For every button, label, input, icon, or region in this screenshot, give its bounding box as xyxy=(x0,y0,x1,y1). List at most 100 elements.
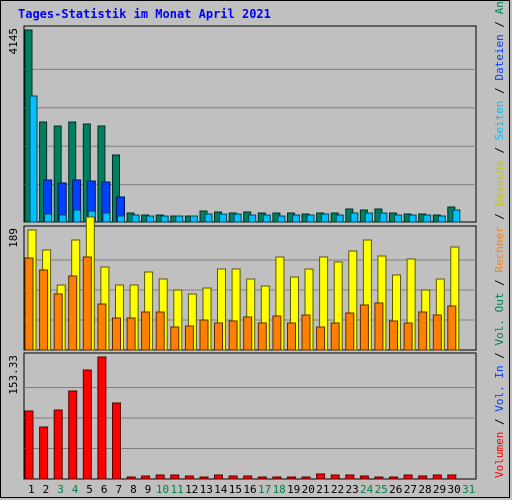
legend-entry-rechner: Rechner xyxy=(493,226,506,273)
bar-rechner-day-2 xyxy=(39,269,49,351)
bar-dateien-day-22 xyxy=(335,214,344,223)
bar-rechner-day-7 xyxy=(112,317,121,351)
legend-entry-besuche: Besuche xyxy=(493,160,506,206)
bar-volumen-day-15 xyxy=(228,475,238,480)
bar-rechner-day-5 xyxy=(82,256,92,351)
x-tick-label-day-21: 21 xyxy=(316,483,329,496)
bar-volumen-day-8 xyxy=(126,476,136,480)
bar-volumen-day-22 xyxy=(330,474,340,480)
bar-dateien-day-12 xyxy=(189,215,198,223)
bar-rechner-day-12 xyxy=(184,325,194,351)
bar-volumen-day-23 xyxy=(345,474,355,480)
bar-dateien-day-1 xyxy=(29,95,38,223)
bar-rechner-day-14 xyxy=(214,322,223,351)
legend-separator: / xyxy=(493,273,506,293)
bar-dateien-day-14 xyxy=(219,213,227,223)
bar-dateien-day-2 xyxy=(44,213,53,223)
bar-dateien-day-4 xyxy=(73,209,82,223)
bar-dateien-day-26 xyxy=(394,214,402,223)
bar-dateien-day-28 xyxy=(423,214,432,223)
x-tick-label-day-17: 17 xyxy=(258,483,271,496)
bar-volumen-day-17 xyxy=(257,476,267,480)
x-tick-label-day-24: 24 xyxy=(360,483,374,496)
legend-separator: / xyxy=(493,81,506,101)
bar-rechner-day-23 xyxy=(345,312,355,351)
bar-rechner-day-25 xyxy=(374,302,384,351)
x-tick-label-day-27: 27 xyxy=(404,483,417,496)
legend-entry-anfragen: Anfragen xyxy=(493,0,506,14)
bar-dateien-day-17 xyxy=(262,214,271,223)
bar-volumen-day-7 xyxy=(112,402,121,480)
bar-rechner-day-3 xyxy=(53,293,63,351)
bar-volumen-day-14 xyxy=(214,474,223,480)
bar-rechner-day-30 xyxy=(447,305,457,351)
x-tick-label-day-3: 3 xyxy=(57,483,64,496)
legend-entry-seiten: Seiten xyxy=(493,100,506,140)
bar-rechner-day-27 xyxy=(403,322,413,351)
bar-rechner-day-17 xyxy=(257,322,267,351)
x-tick-label-day-13: 13 xyxy=(200,483,213,496)
bar-volumen-day-27 xyxy=(403,474,413,480)
bar-volumen-day-26 xyxy=(389,476,398,480)
x-tick-label-day-22: 22 xyxy=(331,483,344,496)
bar-volumen-day-1 xyxy=(24,410,34,480)
x-tick-label-day-19: 19 xyxy=(287,483,300,496)
x-tick-label-day-7: 7 xyxy=(115,483,122,496)
x-tick-label-day-30: 30 xyxy=(447,483,460,496)
bar-dateien-day-23 xyxy=(350,212,359,223)
bar-volumen-day-24 xyxy=(359,475,369,480)
bar-rechner-day-11 xyxy=(170,326,180,351)
bar-rechner-day-16 xyxy=(243,316,253,351)
bar-volumen-day-10 xyxy=(155,474,165,480)
legend-separator: / xyxy=(493,206,506,226)
legend-separator: / xyxy=(493,140,506,160)
x-tick-label-day-10: 10 xyxy=(156,483,169,496)
legend-separator: / xyxy=(493,346,506,366)
legend-entry-vol-in: Vol. In xyxy=(493,365,506,411)
x-tick-label-day-12: 12 xyxy=(185,483,198,496)
bar-volumen-day-28 xyxy=(418,475,428,480)
chart-title: Tages-Statistik im Monat April 2021 xyxy=(18,7,271,21)
x-tick-label-day-1: 1 xyxy=(28,483,35,496)
bar-dateien-day-19 xyxy=(292,214,300,223)
y-tick-label: 153.33 xyxy=(7,355,20,395)
bar-dateien-day-21 xyxy=(321,213,330,223)
bar-rechner-day-15 xyxy=(228,320,238,351)
bar-dateien-day-29 xyxy=(437,215,446,223)
bar-volumen-day-19 xyxy=(287,476,296,480)
bar-rechner-day-21 xyxy=(316,326,326,351)
bar-rechner-day-6 xyxy=(97,303,107,351)
x-tick-label-day-4: 4 xyxy=(72,483,79,496)
bar-rechner-day-9 xyxy=(141,311,151,351)
bar-dateien-day-8 xyxy=(131,214,140,223)
bar-dateien-day-10 xyxy=(160,215,169,223)
x-tick-label-day-28: 28 xyxy=(418,483,431,496)
x-tick-label-day-11: 11 xyxy=(170,483,183,496)
x-tick-label-day-25: 25 xyxy=(375,483,388,496)
bar-rechner-day-4 xyxy=(68,275,78,351)
bar-rechner-day-28 xyxy=(418,311,428,351)
bar-rechner-day-18 xyxy=(272,315,282,351)
bar-rechner-day-24 xyxy=(359,304,369,351)
x-tick-label-day-29: 29 xyxy=(433,483,446,496)
x-tick-label-day-15: 15 xyxy=(229,483,242,496)
bar-volumen-day-25 xyxy=(374,476,384,480)
x-tick-label-day-26: 26 xyxy=(389,483,402,496)
bar-volumen-day-2 xyxy=(39,426,49,480)
bar-rechner-day-19 xyxy=(287,322,296,351)
bar-dateien-day-18 xyxy=(277,215,286,223)
bar-rechner-day-20 xyxy=(301,314,311,351)
bar-dateien-day-16 xyxy=(248,214,257,223)
legend-entry-vol-out: Vol. Out xyxy=(493,293,506,346)
bar-rechner-day-26 xyxy=(389,320,398,351)
x-tick-label-day-6: 6 xyxy=(101,483,108,496)
bar-dateien-day-13 xyxy=(204,213,213,223)
legend-separator: / xyxy=(493,412,506,432)
legend-entry-volumen: Volumen xyxy=(493,432,506,478)
x-tick-label-day-31: 31 xyxy=(462,483,475,496)
bar-rechner-day-22 xyxy=(330,322,340,351)
x-tick-label-day-18: 18 xyxy=(273,483,286,496)
bar-volumen-day-3 xyxy=(53,409,63,480)
